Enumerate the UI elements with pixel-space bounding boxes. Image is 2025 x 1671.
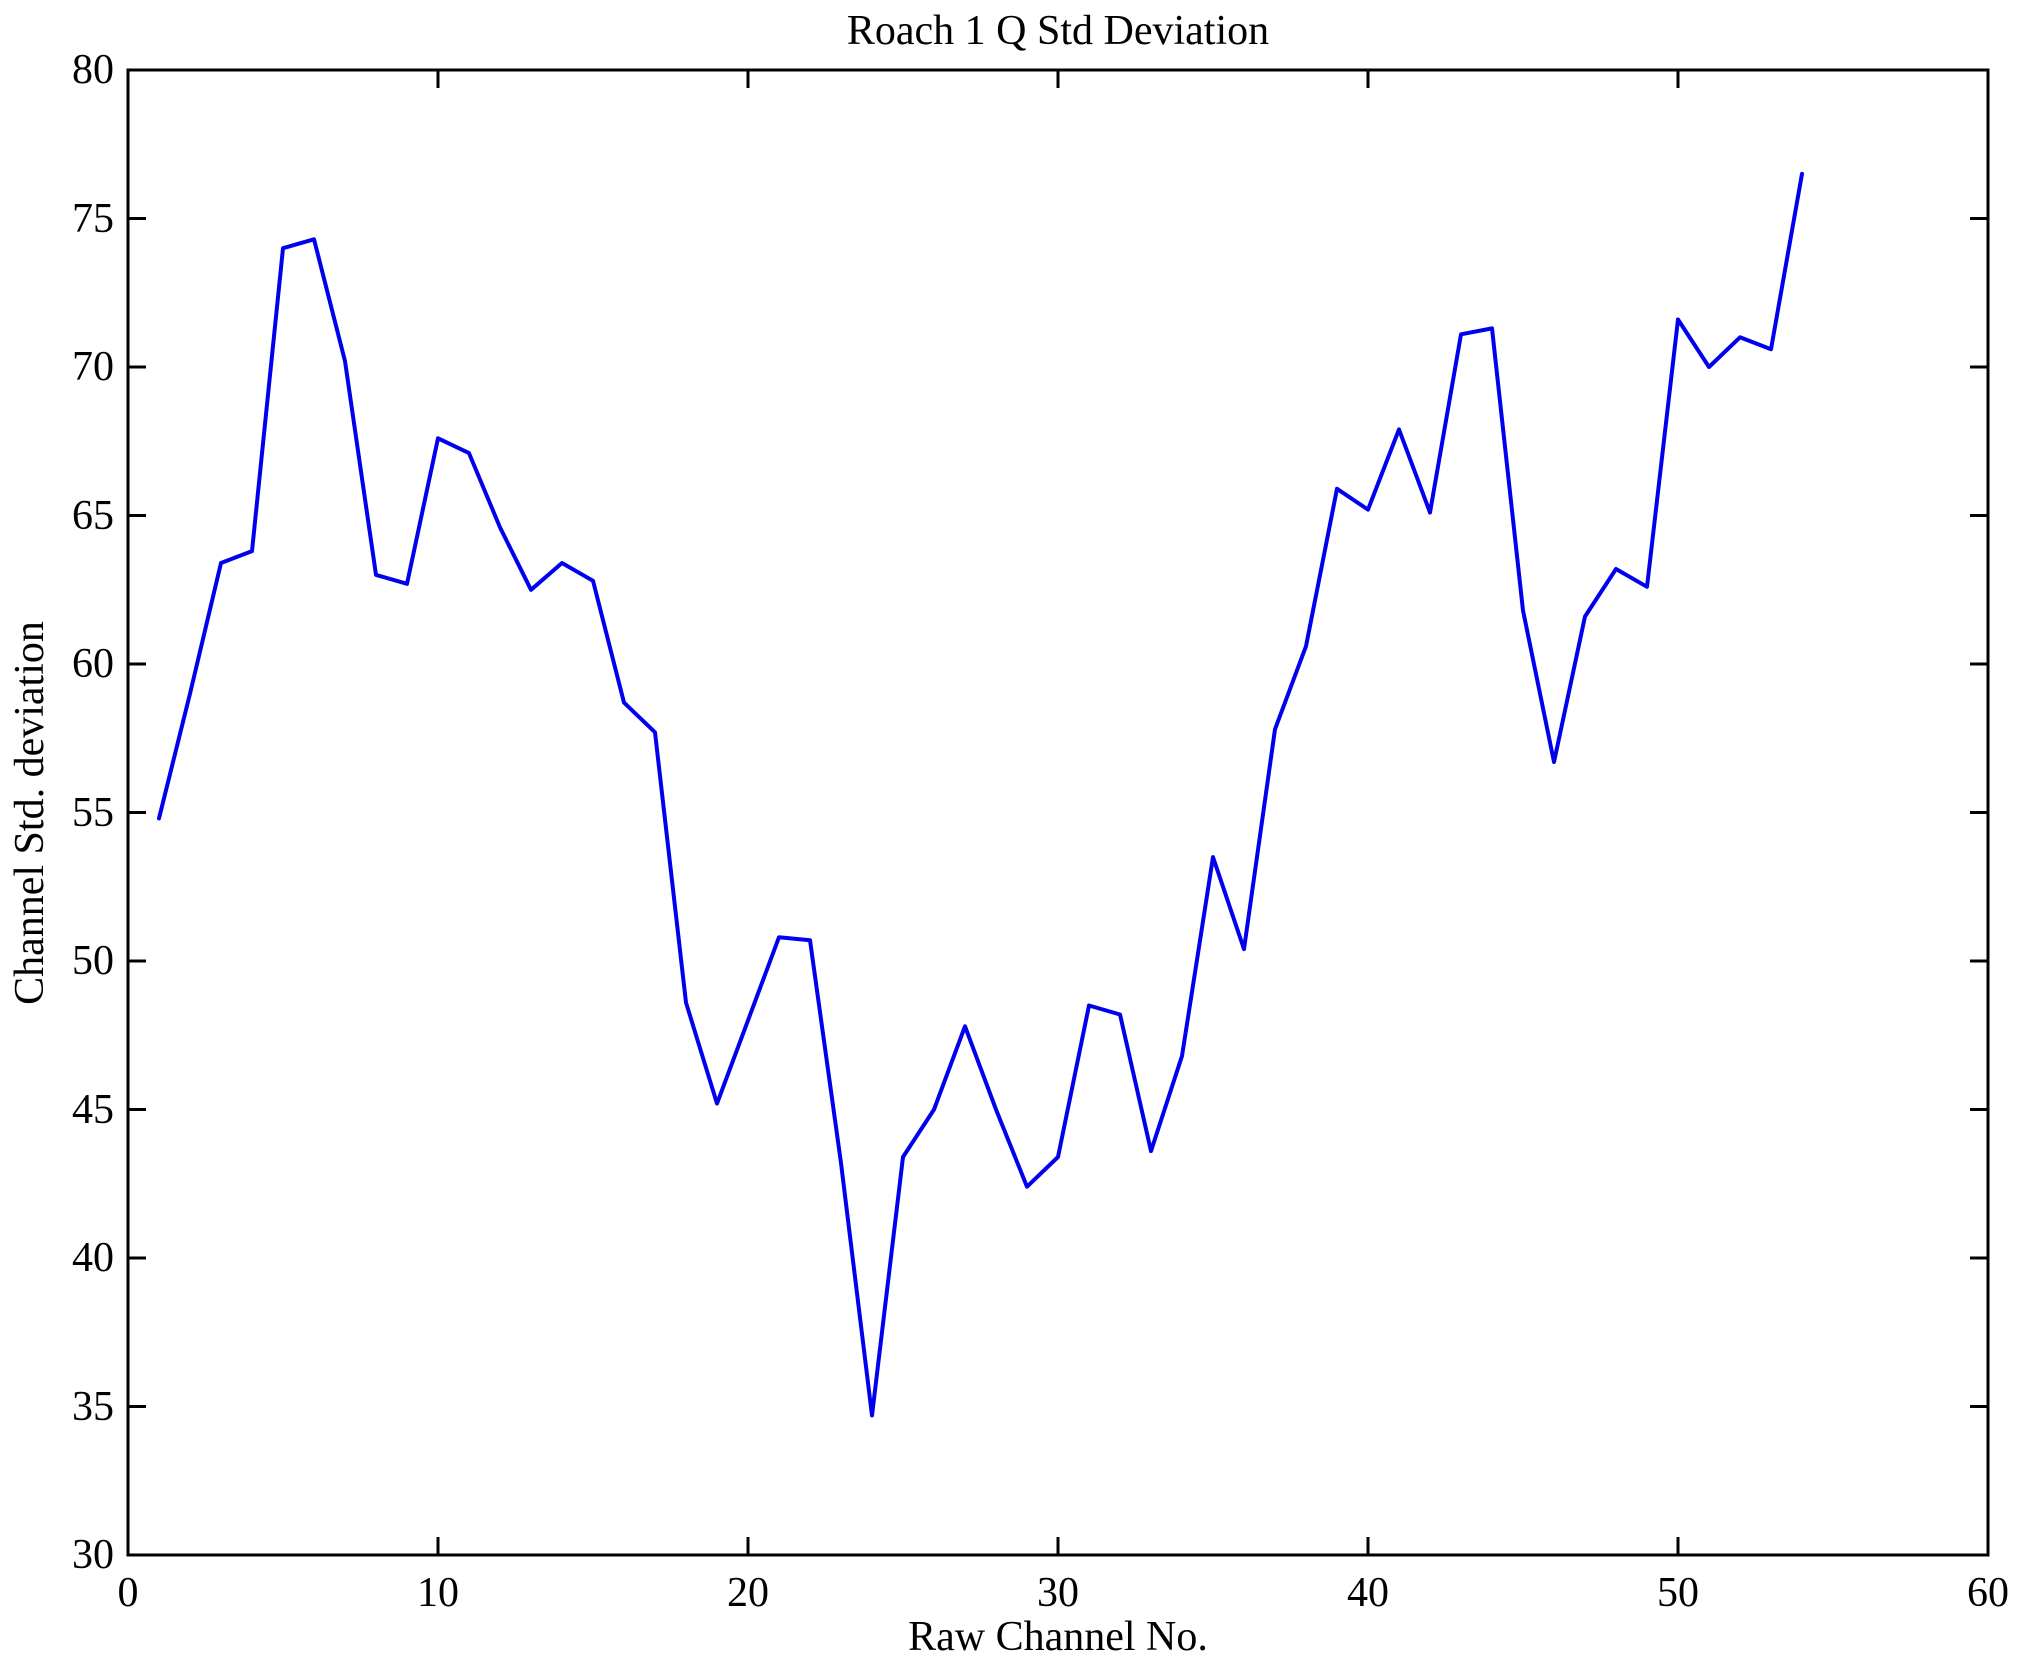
y-tick-label: 70 — [72, 344, 114, 390]
x-tick-label: 0 — [117, 1570, 139, 1616]
y-tick-label: 35 — [72, 1383, 114, 1430]
y-tick-label: 50 — [72, 938, 114, 984]
y-tick-label: 60 — [72, 641, 114, 687]
y-tick-label: 45 — [72, 1086, 114, 1133]
x-tick-label: 10 — [417, 1570, 459, 1616]
y-tick-label: 65 — [72, 492, 114, 539]
chart-title: Roach 1 Q Std Deviation — [846, 8, 1270, 54]
x-tick-label: 40 — [1347, 1570, 1389, 1616]
y-tick-label: 80 — [72, 47, 114, 93]
x-axis-label: Raw Channel No. — [908, 1614, 1208, 1660]
x-tick-label: 50 — [1657, 1570, 1699, 1616]
x-tick-label: 20 — [727, 1570, 769, 1616]
y-tick-label: 55 — [72, 789, 114, 836]
y-tick-label: 40 — [72, 1235, 114, 1281]
y-tick-label: 75 — [72, 195, 114, 242]
axes-box — [126, 68, 1990, 1557]
x-tick-label: 60 — [1967, 1570, 2009, 1616]
data-line — [157, 171, 1804, 1418]
x-tick-label: 30 — [1037, 1570, 1079, 1616]
y-tick-label: 30 — [72, 1532, 114, 1578]
